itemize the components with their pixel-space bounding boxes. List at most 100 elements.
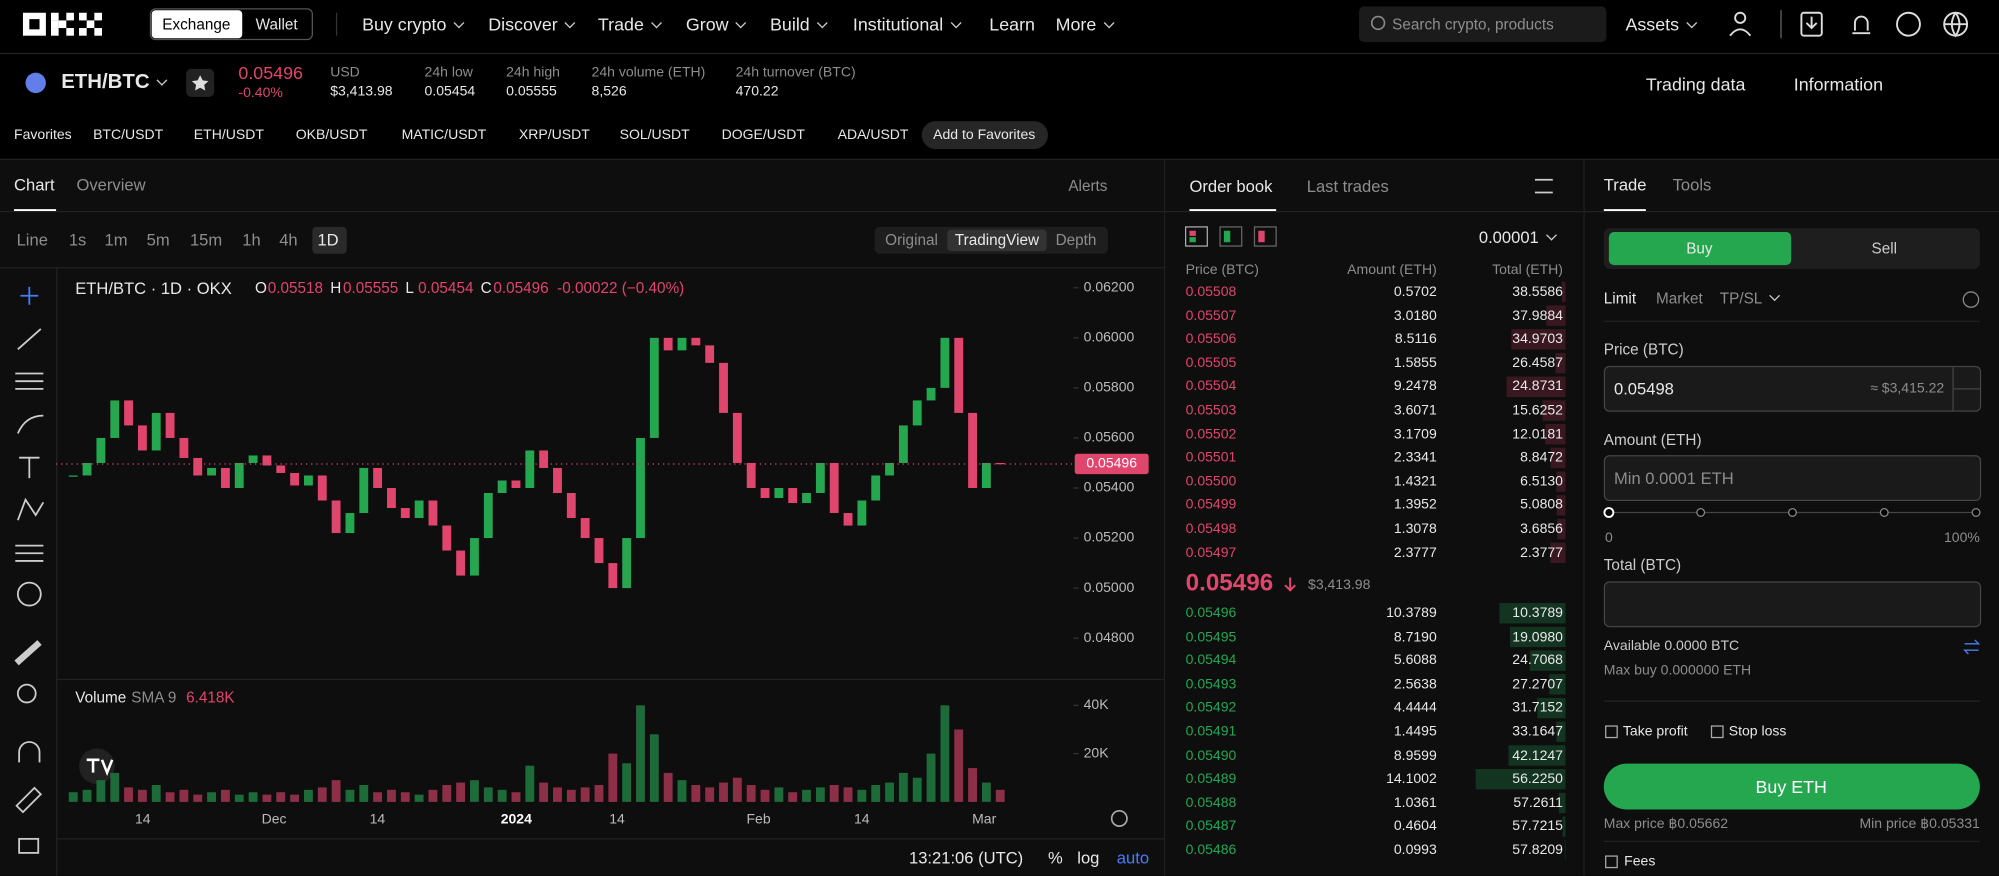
book-price: 0.05497 bbox=[1185, 545, 1237, 561]
book-view-bids bbox=[1223, 230, 1231, 243]
candle bbox=[262, 455, 272, 466]
nav-item[interactable]: Build bbox=[770, 14, 826, 34]
interval[interactable]: Line bbox=[16, 230, 48, 250]
brush-tool bbox=[17, 414, 44, 434]
buy-side[interactable]: Buy bbox=[1686, 239, 1713, 258]
nav-item[interactable]: Learn bbox=[989, 14, 1035, 35]
volume-bar bbox=[96, 780, 106, 802]
log-toggle[interactable]: log bbox=[1077, 848, 1100, 868]
order-type[interactable]: Limit bbox=[1603, 289, 1637, 308]
book-total: 26.4587 bbox=[1512, 355, 1563, 371]
favorite-pair[interactable]: BTC/USDT bbox=[93, 127, 164, 143]
logo-x bbox=[94, 28, 102, 36]
chart-view[interactable]: Original bbox=[885, 230, 938, 249]
interval[interactable]: 1s bbox=[68, 230, 87, 250]
book-amount: 2.5638 bbox=[1393, 676, 1437, 692]
volume-bar bbox=[525, 765, 535, 802]
candle bbox=[124, 400, 133, 426]
sell-side[interactable]: Sell bbox=[1871, 239, 1898, 258]
alerts-button[interactable]: Alerts bbox=[1068, 177, 1108, 196]
help-icon bbox=[1962, 291, 1980, 308]
trading-data-link[interactable]: Trading data bbox=[1645, 73, 1746, 95]
nav-item[interactable]: Grow bbox=[686, 14, 745, 34]
favorite-pair[interactable]: ETH/USDT bbox=[193, 127, 264, 143]
slider-knob[interactable] bbox=[1603, 507, 1615, 518]
checkbox[interactable] bbox=[1710, 725, 1724, 739]
volume-bar bbox=[124, 787, 133, 802]
candle bbox=[940, 337, 950, 388]
buy-button-label[interactable]: Buy ETH bbox=[1755, 776, 1827, 797]
favorite-pair[interactable]: MATIC/USDT bbox=[401, 127, 487, 143]
favorite-pair[interactable]: XRP/USDT bbox=[518, 127, 590, 143]
interval[interactable]: 1m bbox=[104, 230, 128, 250]
interval[interactable]: 1h bbox=[242, 230, 261, 250]
price-value[interactable]: 0.05498 bbox=[1613, 379, 1674, 399]
order-type[interactable]: TP/SL bbox=[1720, 289, 1779, 307]
candle bbox=[248, 455, 258, 463]
information-link[interactable]: Information bbox=[1793, 73, 1884, 95]
order-book-tab[interactable]: Order book bbox=[1189, 176, 1273, 196]
chart-tab[interactable]: Chart bbox=[14, 175, 55, 195]
logo-k bbox=[66, 28, 74, 36]
volume-bar bbox=[303, 789, 313, 802]
tools-tab[interactable]: Tools bbox=[1672, 175, 1712, 195]
last-trades-tab[interactable]: Last trades bbox=[1306, 176, 1389, 196]
buy-button[interactable] bbox=[1603, 763, 1980, 810]
chart-view[interactable]: TradingView bbox=[954, 230, 1040, 249]
favorite-pair[interactable]: DOGE/USDT bbox=[721, 127, 805, 143]
search-placeholder[interactable]: Search crypto, products bbox=[1392, 15, 1554, 34]
pair-selector[interactable]: ETH/BTC bbox=[61, 71, 166, 94]
candle bbox=[898, 425, 908, 463]
volume-bar bbox=[511, 792, 521, 802]
nav-item[interactable]: More bbox=[1056, 14, 1113, 34]
overview-tab[interactable]: Overview bbox=[76, 175, 146, 195]
book-price: 0.05506 bbox=[1185, 331, 1237, 348]
step-selector[interactable]: 0.00001 bbox=[1479, 228, 1555, 247]
nav-item[interactable]: Discover bbox=[488, 14, 574, 34]
stat-value: 0.05555 bbox=[506, 84, 557, 100]
ohlc-value: 0.05496 bbox=[493, 279, 549, 298]
nav-item[interactable]: Institutional bbox=[853, 14, 960, 34]
trade-tab[interactable]: Trade bbox=[1603, 175, 1647, 195]
interval[interactable]: 1D bbox=[317, 230, 339, 250]
wallet-tab[interactable]: Wallet bbox=[255, 15, 298, 34]
interval[interactable]: 5m bbox=[146, 230, 170, 250]
order-type[interactable]: Market bbox=[1656, 289, 1703, 308]
nav-item[interactable]: Trade bbox=[598, 14, 661, 34]
take-profit[interactable]: Take profit bbox=[1622, 724, 1688, 740]
volume-bar bbox=[995, 789, 1005, 802]
exchange-tab[interactable]: Exchange bbox=[162, 15, 231, 34]
favorite-pair[interactable]: OKB/USDT bbox=[295, 127, 368, 143]
candle bbox=[802, 492, 811, 504]
chart-view[interactable]: Depth bbox=[1055, 230, 1097, 249]
nav-item[interactable]: Buy crypto bbox=[362, 14, 463, 34]
volume-bar bbox=[110, 772, 120, 802]
favorite-pair[interactable]: SOL/USDT bbox=[619, 127, 690, 143]
percent-toggle[interactable]: % bbox=[1047, 848, 1063, 868]
volume-bar bbox=[857, 789, 867, 802]
favorite-pair[interactable]: ADA/USDT bbox=[837, 127, 909, 143]
candle bbox=[110, 400, 120, 438]
assets-menu[interactable]: Assets bbox=[1625, 14, 1695, 34]
amount-placeholder[interactable]: Min 0.0001 ETH bbox=[1613, 468, 1734, 488]
book-amount: 1.3952 bbox=[1393, 497, 1437, 513]
interval[interactable]: 4h bbox=[279, 230, 298, 250]
auto-toggle[interactable]: auto bbox=[1116, 848, 1150, 868]
interval[interactable]: 15m bbox=[189, 230, 223, 250]
checkbox[interactable] bbox=[1605, 725, 1618, 739]
stat-value: 8,526 bbox=[591, 84, 627, 100]
mid-price: 0.05496 bbox=[1185, 569, 1274, 597]
add-favorites[interactable]: Add to Favorites bbox=[933, 127, 1036, 143]
stop-loss[interactable]: Stop loss bbox=[1728, 724, 1787, 740]
lock-tool bbox=[18, 837, 40, 854]
depth-bar bbox=[1546, 305, 1566, 326]
book-price: 0.05508 bbox=[1185, 284, 1237, 300]
fees-link[interactable]: Fees bbox=[1624, 854, 1656, 870]
volume-bar bbox=[580, 787, 590, 802]
favorites-label: Favorites bbox=[14, 127, 72, 143]
depth-bar bbox=[1499, 603, 1566, 624]
candle bbox=[774, 487, 784, 499]
price-change: -0.40% bbox=[238, 85, 283, 101]
volume-bar bbox=[815, 787, 825, 802]
